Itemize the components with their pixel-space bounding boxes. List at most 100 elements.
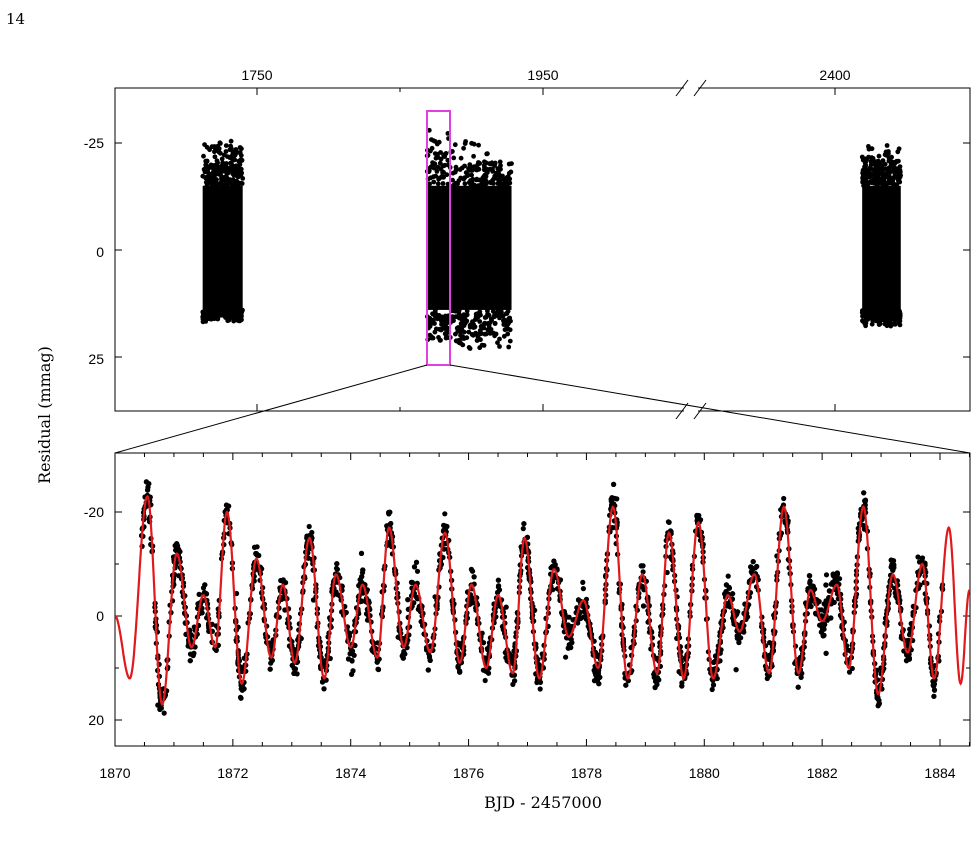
data-point [809, 596, 815, 602]
top-data-point [485, 308, 490, 314]
top-data-point [443, 322, 449, 328]
top-data-point [223, 143, 229, 149]
top-data-point [487, 331, 493, 336]
top-data-point [880, 158, 886, 164]
top-data-point [441, 163, 447, 169]
data-point [253, 551, 259, 557]
data-point [580, 579, 586, 586]
data-point [735, 632, 742, 639]
top-data-point [219, 156, 225, 162]
top-data-point [232, 181, 238, 186]
top-data-point [866, 172, 871, 178]
top-data-point [201, 153, 206, 159]
top-data-point [495, 166, 501, 172]
top-data-point [427, 181, 432, 187]
top-data-point [453, 314, 459, 320]
data-point [444, 523, 450, 530]
top-data-point [864, 180, 870, 185]
data-point [252, 544, 258, 550]
data-point [551, 558, 557, 564]
top-data-point [475, 183, 481, 189]
data-point [723, 582, 730, 588]
top-data-point [875, 312, 880, 318]
top-data-point [240, 176, 246, 181]
top-data-point [239, 158, 245, 163]
top-data-point [428, 148, 433, 154]
data-point [861, 490, 867, 496]
data-point [581, 614, 587, 620]
top-data-point [897, 174, 903, 180]
top-data-point [481, 163, 487, 168]
data-point [521, 521, 527, 527]
top-data-point [212, 154, 218, 160]
top-data-point [226, 167, 231, 173]
data-point [931, 681, 937, 687]
top-data-point [218, 171, 224, 177]
top-data-point [488, 161, 494, 167]
data-point [609, 495, 615, 501]
top-data-point [213, 177, 219, 182]
top-data-point [218, 168, 224, 174]
top-data-point [435, 181, 441, 187]
top-data-point [497, 344, 502, 349]
data-point [733, 667, 739, 673]
data-point [654, 655, 660, 661]
data-point [520, 526, 526, 532]
top-data-point [203, 158, 209, 164]
top-data-point [884, 143, 890, 148]
top-data-point [453, 167, 459, 173]
top-data-point [501, 333, 507, 339]
top-data-point [483, 174, 489, 179]
top-data-point [507, 327, 513, 333]
data-point [457, 668, 463, 674]
data-point [826, 588, 833, 594]
top-data-point [429, 335, 434, 341]
data-point [591, 678, 598, 684]
axis-break-slash-top-1 [675, 79, 689, 97]
top-data-point [470, 177, 476, 182]
top-data-point [466, 180, 472, 185]
top-data-point [235, 317, 240, 323]
data-point [387, 509, 393, 515]
top-data-point [467, 164, 473, 170]
top-data-point [444, 172, 450, 178]
top-data-point [873, 308, 879, 313]
top-data-point [891, 175, 896, 181]
top-data-point [202, 142, 208, 148]
top-y-tick-label-neg25: -25 [84, 135, 104, 151]
top-data-point [212, 172, 218, 178]
top-data-point [889, 159, 894, 165]
top-data-point [476, 160, 481, 165]
top-data-point [491, 330, 496, 336]
top-plot-frame [114, 87, 971, 412]
top-data-point [219, 179, 224, 184]
data-point [566, 628, 572, 634]
top-data-point [451, 182, 457, 188]
top-data-point [472, 324, 477, 330]
top-data-point [442, 331, 448, 337]
data-point [291, 670, 297, 677]
top-data-point [443, 327, 449, 332]
data-point [566, 614, 572, 620]
top-data-point [466, 345, 472, 350]
top-data-point [505, 308, 511, 314]
data-point [223, 502, 230, 508]
top-data-point [461, 145, 466, 151]
data-point [712, 653, 719, 659]
top-data-point [471, 153, 476, 159]
top-data-point [224, 183, 230, 189]
top-data-point [238, 166, 244, 172]
data-point [415, 606, 421, 612]
top-data-point [426, 127, 432, 133]
top-data-point [430, 317, 435, 323]
top-data-point [458, 332, 463, 338]
top-data-point [479, 342, 485, 348]
top-data-point [451, 318, 456, 324]
top-data-point [468, 324, 474, 330]
data-point [781, 495, 787, 502]
top-data-point [889, 179, 894, 185]
data-point [820, 624, 826, 630]
top-data-point [488, 180, 494, 186]
data-point [709, 686, 715, 693]
data-point [469, 568, 476, 574]
